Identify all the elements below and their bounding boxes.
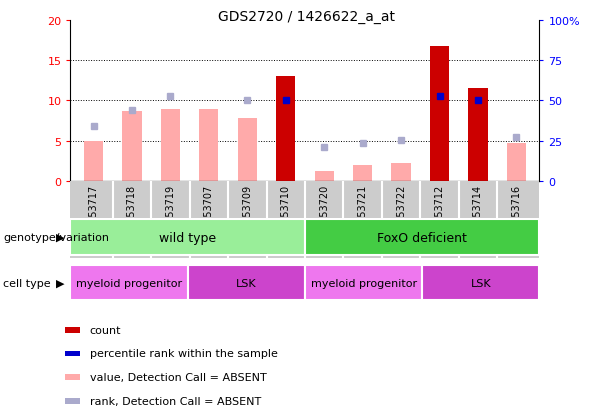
Text: value, Detection Call = ABSENT: value, Detection Call = ABSENT (90, 373, 267, 382)
Text: LSK: LSK (471, 278, 491, 288)
Text: GSM153721: GSM153721 (357, 184, 368, 243)
Bar (123, 112, 142, 182)
Text: rank, Detection Call = ABSENT: rank, Detection Call = ABSENT (90, 396, 261, 406)
Bar (70, 265, 188, 301)
Bar (161, 109, 180, 182)
Bar (188, 265, 305, 301)
Text: wild type: wild type (159, 231, 216, 244)
Bar (353, 166, 372, 182)
Text: myeloid progenitor: myeloid progenitor (311, 278, 417, 288)
Text: GSM153710: GSM153710 (281, 184, 291, 243)
Bar (276, 77, 295, 182)
Text: ▶: ▶ (56, 278, 64, 288)
Text: GSM153712: GSM153712 (435, 184, 444, 243)
Text: count: count (90, 325, 121, 335)
Text: GSM153718: GSM153718 (127, 184, 137, 243)
Text: cell type: cell type (3, 278, 51, 288)
Text: GSM153707: GSM153707 (204, 184, 214, 243)
Bar (199, 109, 218, 182)
Bar (314, 172, 334, 182)
Text: GSM153722: GSM153722 (396, 184, 406, 243)
Bar (430, 46, 449, 182)
Text: ▶: ▶ (56, 233, 64, 242)
Bar (468, 89, 487, 182)
Bar (305, 265, 422, 301)
Bar (238, 119, 257, 182)
Text: myeloid progenitor: myeloid progenitor (76, 278, 182, 288)
Text: GSM153717: GSM153717 (88, 184, 99, 243)
Bar (507, 144, 526, 182)
Text: GSM153719: GSM153719 (166, 184, 175, 243)
Text: percentile rank within the sample: percentile rank within the sample (90, 349, 278, 358)
Bar (70, 220, 305, 255)
Text: GSM153714: GSM153714 (473, 184, 483, 243)
Text: GSM153720: GSM153720 (319, 184, 329, 243)
Text: LSK: LSK (236, 278, 257, 288)
Text: GSM153716: GSM153716 (511, 184, 522, 243)
Bar (65, 351, 80, 356)
Bar (392, 163, 411, 182)
Text: GSM153709: GSM153709 (242, 184, 253, 243)
Text: genotype/variation: genotype/variation (3, 233, 109, 242)
Bar (65, 327, 80, 333)
Text: GDS2720 / 1426622_a_at: GDS2720 / 1426622_a_at (218, 10, 395, 24)
Bar (84, 141, 103, 182)
Bar (305, 220, 539, 255)
Bar (65, 375, 80, 380)
Bar (422, 265, 539, 301)
Bar (65, 398, 80, 404)
Text: FoxO deficient: FoxO deficient (377, 231, 467, 244)
